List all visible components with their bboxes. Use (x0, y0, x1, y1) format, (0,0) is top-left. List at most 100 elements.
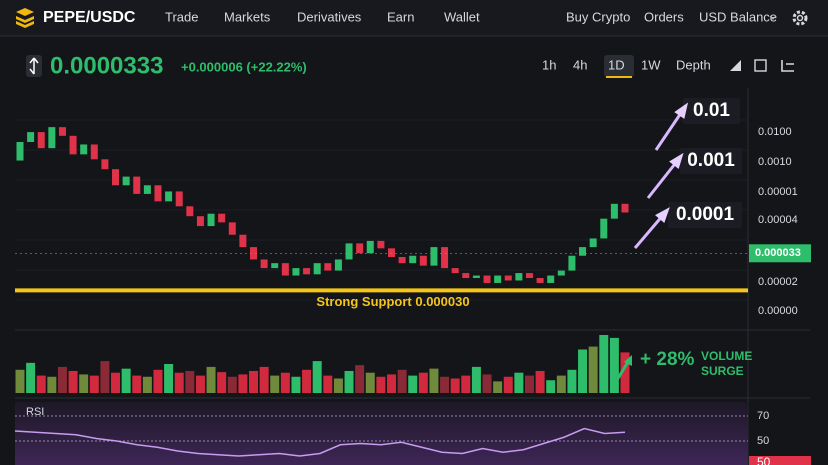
volume-bar (164, 364, 174, 393)
candle (483, 275, 491, 283)
nav-link[interactable]: Trade (165, 9, 198, 24)
candle (334, 259, 342, 271)
candle (409, 255, 417, 264)
candle (48, 127, 56, 149)
volume-bar (89, 375, 99, 393)
nav-link[interactable]: Earn (387, 9, 414, 24)
target-label: 0.01 (693, 100, 730, 121)
candle (112, 169, 120, 186)
candle (16, 141, 24, 161)
candle (303, 268, 311, 275)
pair-title: PEPE/USDC (43, 9, 136, 26)
candle (154, 185, 162, 202)
candle (313, 263, 321, 275)
candle (101, 159, 109, 170)
candle (271, 263, 279, 269)
rsi-line (14, 427, 626, 457)
candle (218, 213, 226, 223)
timeframe-button[interactable]: 1h (542, 57, 556, 72)
price-axis-label: 0.00004 (758, 214, 798, 226)
volume-bar (142, 376, 152, 393)
volume-bar (26, 362, 36, 393)
candle (451, 268, 459, 274)
candle (186, 206, 194, 217)
volume-bar (546, 380, 556, 393)
volume-bar (280, 372, 290, 393)
candle (324, 263, 332, 271)
volume-bar (556, 375, 566, 393)
nav-link[interactable]: Markets (224, 9, 271, 24)
candle (600, 218, 608, 239)
target-box (668, 202, 742, 228)
candle (557, 270, 565, 276)
candle (504, 275, 512, 281)
target-box (683, 98, 740, 124)
volume-bar (471, 366, 481, 393)
candle (122, 176, 130, 186)
volume-bar (270, 375, 280, 393)
tool-icons[interactable] (730, 59, 794, 72)
volume-bar (174, 372, 184, 393)
volume-bar (397, 369, 407, 393)
timeframe-button[interactable]: 1W (641, 57, 661, 72)
header-bar (0, 0, 828, 36)
volume-bar (47, 376, 57, 393)
last-price-tag-text: 0.000033 (755, 247, 801, 259)
volume-text: VOLUME (701, 349, 752, 363)
candle (27, 132, 35, 142)
volume-bar (68, 370, 78, 393)
volume-bar (206, 366, 216, 393)
volume-text: SURGE (701, 364, 744, 378)
nav-link[interactable]: Wallet (444, 9, 480, 24)
volume-bar (291, 376, 301, 393)
target-label: 0.0001 (676, 204, 735, 225)
swap-icon (29, 57, 39, 75)
last-price-tag (749, 244, 811, 263)
candle (239, 234, 247, 248)
volume-bar (376, 376, 386, 393)
rsi-current-tag (749, 456, 811, 465)
candle (250, 247, 258, 260)
volume-annotation: + 28% (640, 349, 695, 370)
volume-bar (312, 361, 322, 393)
candle (610, 203, 618, 219)
volume-bar (599, 335, 609, 393)
candle (547, 275, 555, 283)
rsi-current-label: 50 (757, 455, 771, 465)
volume-bar (408, 375, 418, 393)
volume-bar (578, 349, 588, 393)
candle (292, 268, 300, 276)
volume-bar (238, 374, 248, 393)
settings-icon[interactable] (792, 10, 808, 26)
candle (69, 135, 77, 155)
volume-bar (588, 346, 598, 393)
volume-bar (153, 369, 163, 393)
candle (589, 238, 597, 248)
volume-bar (36, 375, 46, 393)
balance-dropdown[interactable]: USD Balance (699, 9, 777, 24)
volume-bar (567, 369, 577, 393)
volume-bar (344, 370, 354, 393)
volume-arrowhead (624, 355, 632, 366)
price-axis-label: 0.0100 (758, 126, 792, 138)
volume-bar (365, 372, 375, 393)
volume-bar (132, 375, 142, 393)
candle (419, 255, 427, 266)
timeframe-button[interactable]: 4h (573, 57, 587, 72)
volume-bar (111, 372, 121, 393)
volume-bar (482, 374, 492, 393)
price-axis-label: 0.00001 (758, 186, 798, 198)
nav-link[interactable]: Orders (644, 9, 684, 24)
volume-bar (418, 372, 428, 393)
timeframe-button[interactable]: 1D (608, 57, 625, 72)
dropdown-caret (769, 15, 777, 20)
target-arrowhead (655, 207, 670, 223)
candle (398, 256, 406, 264)
nav-link[interactable]: Buy Crypto (566, 9, 630, 24)
timeframe-button[interactable]: Depth (676, 57, 711, 72)
nav-link[interactable]: Derivatives (297, 9, 362, 24)
candle (525, 273, 533, 279)
candle (494, 275, 502, 283)
